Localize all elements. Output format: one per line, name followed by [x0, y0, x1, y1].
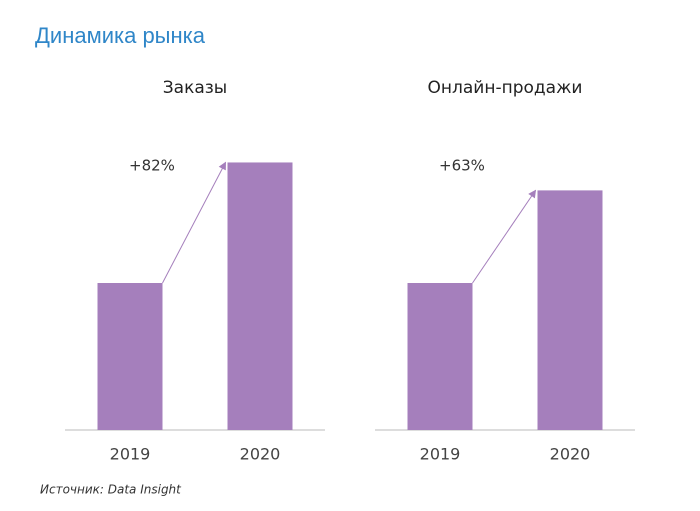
- bar: [537, 190, 603, 430]
- x-tick-label: 2020: [240, 445, 281, 464]
- growth-label: +82%: [129, 157, 175, 175]
- x-tick-label: 2019: [420, 445, 461, 464]
- source: Источник: Data Insight: [40, 483, 182, 497]
- chart-title: Онлайн-продажи: [428, 78, 583, 98]
- growth-arrow: [472, 189, 537, 284]
- growth-label: +63%: [439, 157, 485, 175]
- bar: [407, 283, 473, 430]
- bar: [227, 162, 293, 430]
- page-title: Динамика рынка: [35, 23, 206, 48]
- x-tick-label: 2019: [110, 445, 151, 464]
- bar: [97, 283, 163, 430]
- chart-title: Заказы: [163, 78, 227, 98]
- x-tick-label: 2020: [550, 445, 591, 464]
- growth-arrow: [162, 161, 226, 284]
